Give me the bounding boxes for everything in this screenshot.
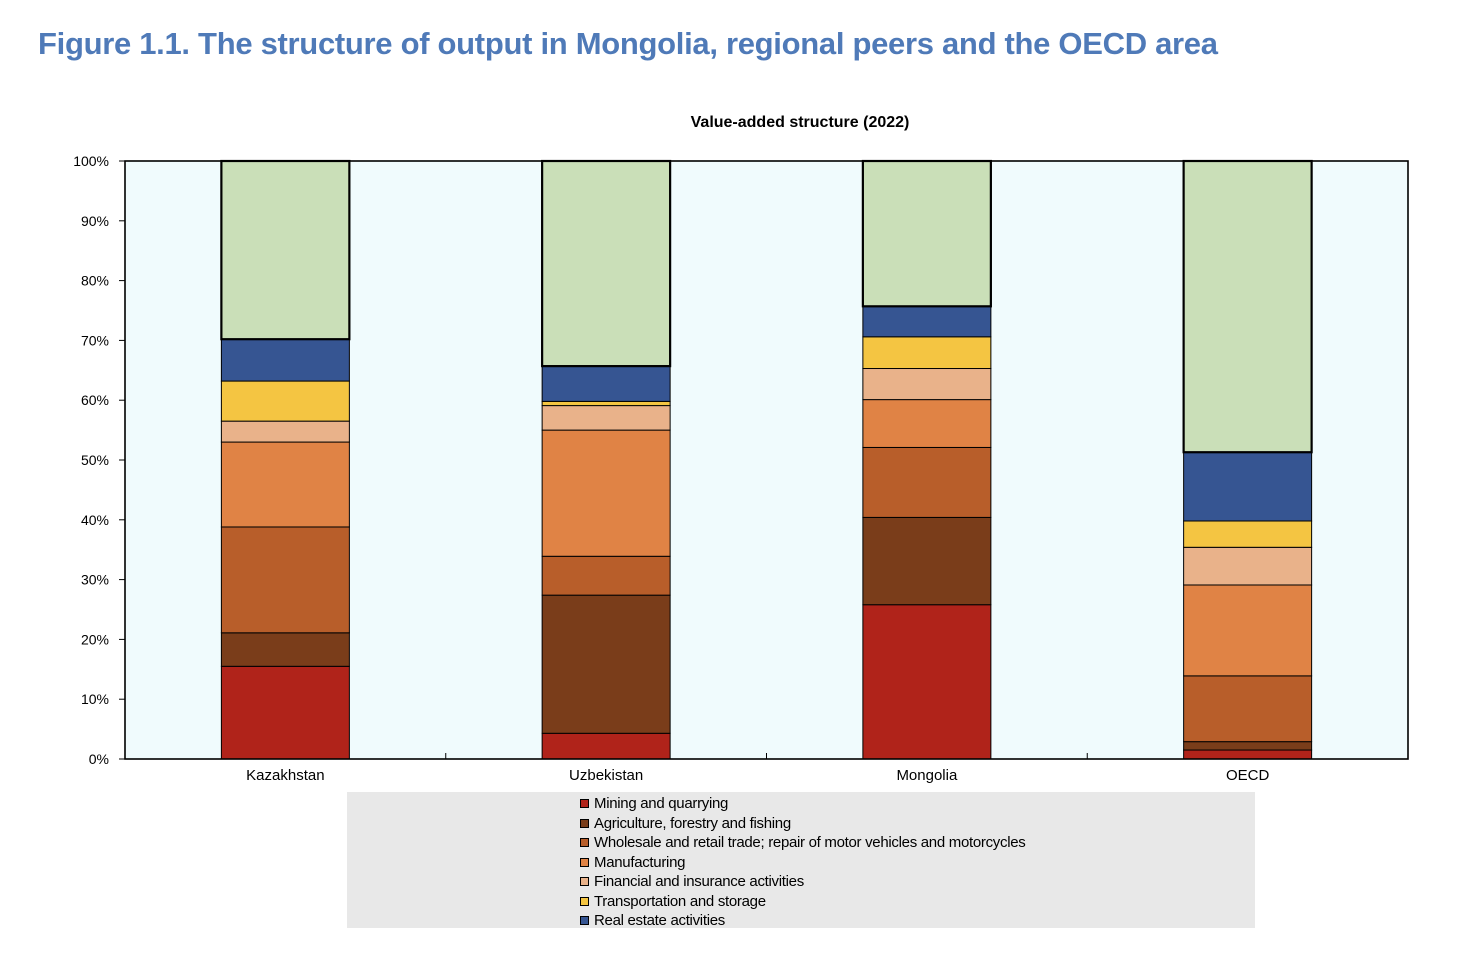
y-tick-label: 60% (81, 392, 109, 408)
bar-segment (541, 594, 671, 734)
bar-segment (541, 160, 671, 367)
y-tick-label: 90% (81, 213, 109, 229)
bar-segment (862, 446, 992, 518)
bar-segment (541, 555, 671, 596)
y-tick-label: 70% (81, 332, 109, 348)
chart-legend: Mining and quarrying Agriculture, forestr… (347, 792, 1255, 931)
legend-swatch (580, 896, 589, 906)
legend-label: Real estate activities (594, 912, 725, 930)
x-tick-label: Mongolia (896, 767, 958, 784)
bar-segment (862, 305, 992, 338)
legend-swatch (580, 838, 589, 848)
bar-segment (220, 380, 350, 422)
legend-label: Financial and insurance activities (594, 873, 804, 891)
bar-segment (1183, 675, 1313, 743)
x-tick-label: Uzbekistan (569, 767, 643, 784)
bar-segment (541, 400, 671, 407)
legend-list: Mining and quarrying Agriculture, forestr… (580, 794, 1026, 931)
bar-segment (541, 429, 671, 557)
legend-label: Agriculture, forestry and fishing (594, 814, 791, 832)
plot-frame (124, 160, 1409, 760)
legend-item: Financial and insurance activities (580, 872, 1025, 892)
bar-segment (1183, 741, 1313, 751)
bar-segment (862, 399, 992, 448)
bar-segment (220, 420, 350, 443)
bar-segment (220, 338, 350, 382)
legend-item: Manufacturing (580, 853, 1025, 873)
bar-segment (220, 160, 350, 340)
bar-segment (220, 665, 350, 760)
y-tick-label: 50% (81, 452, 109, 468)
legend-label: Transportation and storage (594, 892, 766, 910)
bar-segment (1183, 451, 1313, 522)
legend-item: Wholesale and retail trade; repair of mo… (580, 833, 1026, 853)
legend-item: Mining and quarrying (580, 794, 1025, 814)
bar-segment (541, 732, 671, 760)
y-tick-label: 40% (81, 512, 109, 528)
legend-label: Manufacturing (594, 853, 686, 871)
legend-swatch (580, 916, 589, 926)
legend-swatch (580, 799, 589, 809)
bar-segment (541, 405, 671, 431)
bar-segment (1183, 520, 1313, 548)
legend-item: Transportation and storage (580, 892, 1025, 912)
bar-segment (1183, 546, 1313, 586)
bar-segment (862, 516, 992, 606)
bar-segment (1183, 749, 1313, 760)
legend-item: Real estate activities (580, 911, 1025, 931)
y-tick-label: 100% (73, 153, 109, 169)
bar-segment (862, 604, 992, 760)
y-tick-label: 80% (81, 273, 109, 289)
y-tick-label: 0% (89, 751, 109, 767)
legend-swatch (580, 857, 589, 867)
bar-segment (220, 632, 350, 667)
figure-title: Figure 1.1. The structure of output in M… (38, 26, 1218, 61)
y-tick-label: 20% (81, 631, 109, 647)
x-tick-label: Kazakhstan (246, 767, 324, 784)
legend-label: Mining and quarrying (594, 795, 729, 813)
y-tick-label: 30% (81, 572, 109, 588)
bar-segment (862, 160, 992, 307)
bar-segment (220, 526, 350, 634)
legend-swatch (580, 877, 589, 887)
chart-title: Value-added structure (2022) (690, 114, 910, 131)
bar-segment (220, 441, 350, 528)
x-tick-label: OECD (1226, 767, 1270, 784)
legend-item: Agriculture, forestry and fishing (580, 814, 1025, 834)
bar-segment (862, 368, 992, 401)
bar-segment (541, 365, 671, 402)
bar-segment (1183, 584, 1313, 677)
y-tick-label: 10% (81, 691, 109, 707)
bar-segment (1183, 160, 1313, 453)
bar-segment (862, 336, 992, 370)
legend-label: Wholesale and retail trade; repair of mo… (594, 834, 1026, 852)
legend-swatch (580, 818, 589, 828)
